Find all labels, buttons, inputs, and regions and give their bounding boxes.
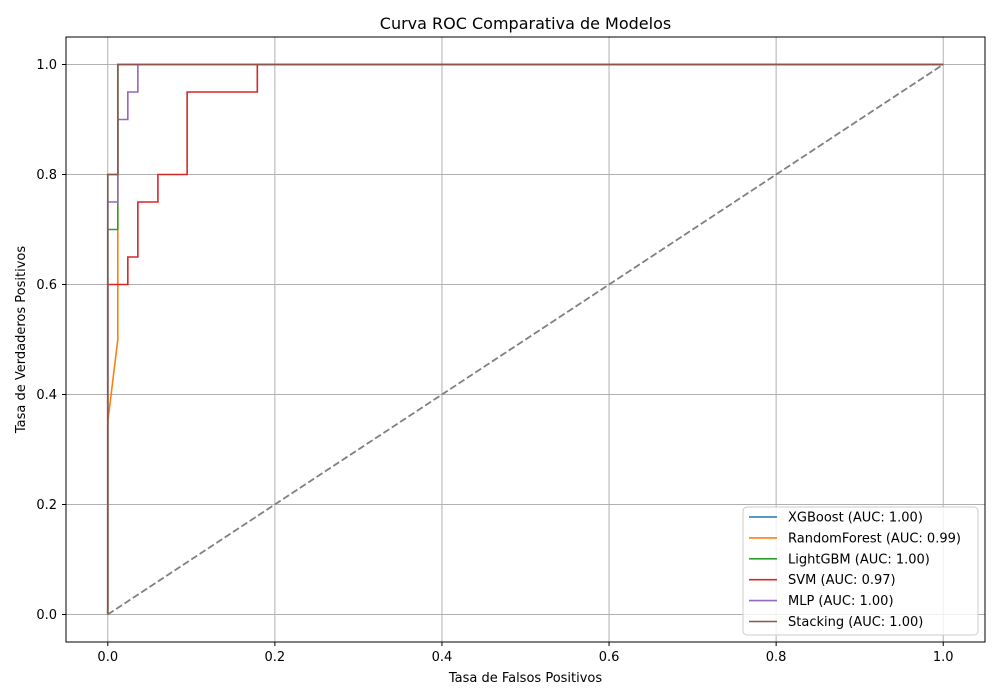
y-tick-label: 0.4 — [36, 388, 57, 403]
reference-line-layer — [107, 63, 944, 616]
legend-label: XGBoost (AUC: 1.00) — [788, 511, 923, 526]
x-tick-label: 1.0 — [933, 650, 954, 665]
x-tick-label: 0.0 — [97, 650, 118, 665]
y-tick-label: 0.0 — [36, 608, 57, 623]
legend-items: XGBoost (AUC: 1.00) RandomForest (AUC: 0.… — [749, 511, 961, 630]
x-axis-label: Tasa de Falsos Positivos — [448, 671, 603, 686]
legend-label: Stacking (AUC: 1.00) — [788, 615, 923, 630]
legend: XGBoost (AUC: 1.00) RandomForest (AUC: 0.… — [742, 506, 979, 636]
axes-frame — [65, 36, 986, 643]
chart-title: Curva ROC Comparativa de Modelos — [380, 14, 671, 33]
x-tick-label: 0.6 — [599, 650, 620, 665]
legend-box — [742, 506, 979, 636]
x-tick-label: 0.2 — [265, 650, 286, 665]
x-tick-label: 0.8 — [766, 650, 787, 665]
y-tick-label: 0.2 — [36, 498, 57, 513]
y-axis-label: Tasa de Verdaderos Positivos — [14, 246, 29, 434]
legend-label: LightGBM (AUC: 1.00) — [788, 552, 930, 567]
y-ticks: 0.0 0.2 0.4 0.6 0.8 1.0 — [36, 58, 66, 623]
legend-label: RandomForest (AUC: 0.99) — [788, 531, 961, 546]
series-line-3 — [106, 63, 944, 615]
legend-label: SVM (AUC: 0.97) — [788, 573, 896, 588]
y-tick-label: 0.6 — [36, 278, 57, 293]
legend-label: MLP (AUC: 1.00) — [788, 594, 894, 609]
y-tick-label: 0.8 — [36, 168, 57, 183]
y-tick-label: 1.0 — [36, 58, 57, 73]
reference-diagonal-line — [107, 63, 944, 616]
series-layer — [106, 63, 944, 615]
series-line-5 — [106, 63, 944, 615]
series-line-4 — [106, 63, 944, 615]
x-tick-label: 0.4 — [432, 650, 453, 665]
x-ticks: 0.0 0.2 0.4 0.6 0.8 1.0 — [97, 642, 954, 665]
